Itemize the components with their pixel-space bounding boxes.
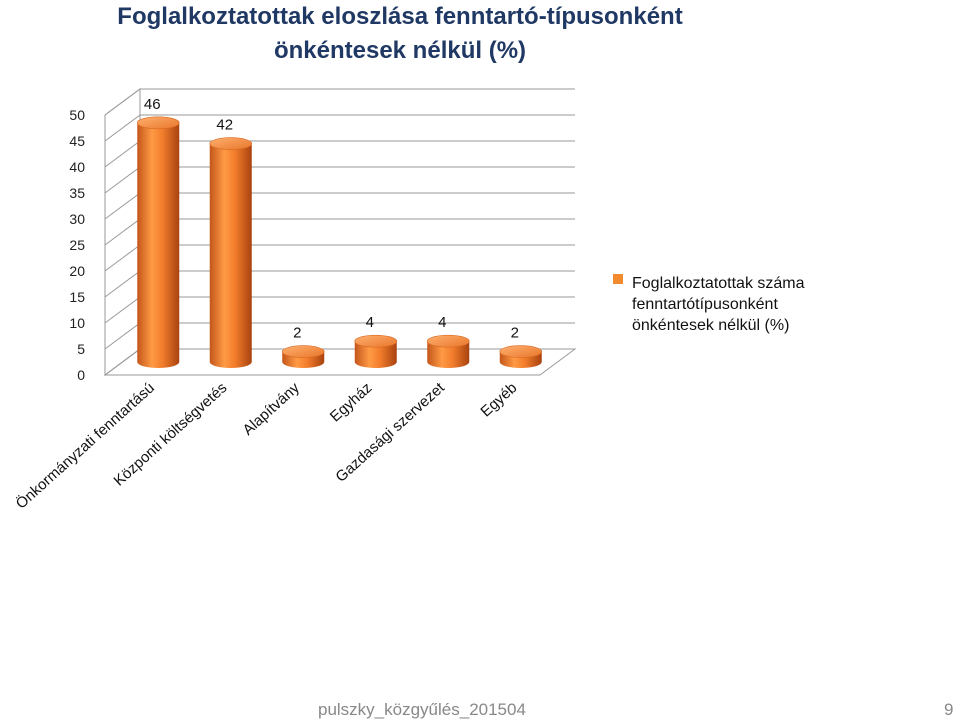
data-label: 46	[144, 96, 161, 113]
y-tick-label: 20	[69, 263, 85, 279]
gridline-side	[104, 88, 141, 116]
y-tick-label: 35	[69, 185, 85, 201]
gridline-side	[104, 296, 141, 324]
bar-top	[281, 345, 325, 358]
bar-top	[426, 334, 470, 348]
x-tick-label: Önkormányzati fenntartású	[12, 379, 158, 513]
title-line-2: önkéntesek nélkül (%)	[273, 37, 527, 64]
title-line-1: Foglalkoztatottak eloszlása fenntartó-tí…	[117, 3, 683, 30]
legend-label: önkéntesek nélkül (%)	[632, 317, 789, 334]
y-tick-label: 50	[69, 107, 85, 123]
legend-label: fenntartótípusonként	[632, 296, 778, 313]
y-axis: 0 5 10 15 20 25 30 35 40 45 50	[69, 107, 106, 383]
bar	[354, 334, 398, 368]
y-tick-label: 25	[69, 237, 85, 253]
bar-body	[137, 122, 180, 368]
data-label: 4	[366, 314, 374, 331]
bar-body	[427, 341, 470, 368]
gridline-side	[104, 166, 141, 194]
x-tick-label: Egyház	[327, 379, 376, 425]
x-tick-label: Egyéb	[477, 379, 520, 420]
legend-label: Foglalkoztatottak száma	[632, 275, 805, 292]
bar	[426, 334, 470, 368]
gridline-side	[104, 218, 141, 246]
page-number: 9	[944, 700, 954, 719]
bars	[136, 116, 543, 368]
gridline-side	[104, 140, 141, 168]
legend: Foglalkoztatottak száma fenntartótípusonk…	[613, 274, 805, 334]
gridline-side	[104, 244, 141, 272]
y-tick-label: 15	[69, 289, 85, 305]
y-tick-label: 10	[69, 315, 85, 331]
data-label: 4	[438, 314, 446, 331]
gridline-side	[104, 192, 141, 220]
y-tick-label: 40	[69, 159, 85, 175]
legend-swatch	[613, 274, 623, 284]
bar-top	[354, 334, 398, 348]
gridline-side	[104, 270, 141, 298]
gridline-side	[104, 348, 141, 376]
slide-title: Foglalkoztatottak eloszlása fenntartó-tí…	[0, 0, 800, 68]
bar-top	[209, 137, 253, 150]
data-label: 42	[216, 117, 233, 134]
y-tick-label: 30	[69, 211, 85, 227]
bar-top	[499, 345, 543, 358]
gridline-side	[104, 114, 141, 142]
bar-top	[136, 116, 180, 130]
y-tick-label: 5	[77, 341, 85, 357]
data-label: 2	[293, 325, 301, 342]
bar	[136, 116, 180, 368]
y-tick-label: 0	[77, 367, 85, 383]
bar	[209, 137, 253, 368]
bar-body	[354, 341, 397, 368]
x-tick-label: Alapítvány	[239, 379, 303, 439]
data-label: 2	[511, 325, 519, 342]
y-tick-label: 45	[69, 133, 85, 149]
footer-text: pulszky_közgyűlés_201504	[318, 700, 526, 719]
gridline-side	[104, 322, 141, 350]
bar-body	[209, 143, 252, 368]
bar	[281, 345, 325, 368]
bar	[499, 345, 543, 368]
